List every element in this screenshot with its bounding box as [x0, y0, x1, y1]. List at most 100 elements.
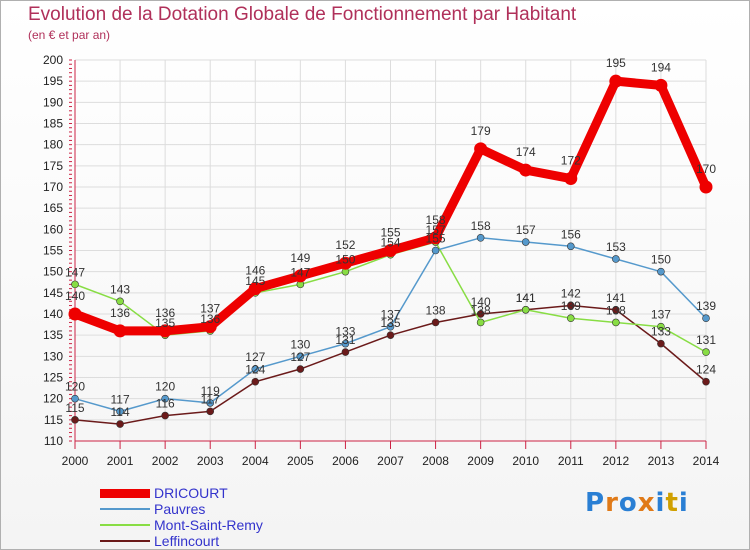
y-tick-label: 150 [43, 265, 63, 279]
data-label-dricourt: 158 [426, 213, 446, 227]
data-point-pauvres [341, 339, 350, 348]
legend-swatch [100, 540, 150, 542]
data-label-leffincourt: 131 [335, 333, 355, 347]
x-tick-label: 2000 [62, 454, 89, 468]
x-tick-label: 2006 [332, 454, 359, 468]
data-point-pauvres [702, 314, 710, 323]
x-tick-label: 2014 [693, 454, 720, 468]
logo-letter: t [665, 488, 679, 518]
data-point-mont-saint-remy [566, 314, 575, 323]
data-label-mont-saint-remy: 143 [110, 282, 130, 296]
data-label-mont-saint-remy: 147 [65, 265, 85, 279]
data-label-dricourt: 172 [561, 154, 581, 168]
logo-letter: x [637, 488, 656, 518]
data-point-leffincourt [431, 318, 440, 327]
data-point-leffincourt [296, 365, 305, 373]
data-point-leffincourt [251, 377, 260, 386]
x-tick-label: 2010 [512, 454, 539, 468]
x-tick-label: 2009 [467, 454, 494, 468]
data-label-mont-saint-remy: 135 [155, 316, 175, 330]
data-label-mont-saint-remy: 150 [335, 253, 355, 267]
data-label-pauvres: 130 [290, 337, 310, 351]
legend-swatch [100, 508, 150, 510]
y-tick-label: 170 [43, 180, 63, 194]
data-label-leffincourt: 116 [156, 397, 175, 411]
data-label-dricourt: 137 [200, 302, 220, 316]
data-point-leffincourt [657, 339, 665, 348]
data-point-pauvres [657, 267, 665, 276]
data-point-dricourt [68, 307, 82, 321]
series-lines [68, 74, 713, 428]
data-label-pauvres: 158 [471, 219, 491, 233]
data-point-dricourt [203, 320, 217, 334]
data-label-leffincourt: 142 [561, 287, 581, 301]
legend-label: DRICOURT [154, 485, 228, 501]
data-label-mont-saint-remy: 131 [696, 333, 716, 347]
legend-swatch [100, 488, 150, 498]
data-label-pauvres: 150 [651, 253, 671, 267]
data-label-dricourt: 155 [380, 226, 400, 240]
data-label-leffincourt: 127 [290, 350, 310, 364]
data-point-pauvres [431, 246, 440, 255]
x-tick-label: 2011 [558, 454, 584, 468]
data-label-pauvres: 133 [335, 325, 355, 339]
data-point-mont-saint-remy [657, 322, 665, 331]
logo-letter: P [585, 488, 606, 518]
logo-letter: o [618, 488, 638, 518]
data-label-dricourt: 195 [606, 56, 626, 70]
y-tick-label: 190 [43, 95, 63, 109]
data-point-pauvres [612, 255, 620, 263]
data-point-pauvres [161, 394, 169, 403]
data-label-dricourt: 136 [110, 306, 130, 320]
x-tick-label: 2013 [648, 454, 675, 468]
data-label-mont-saint-remy: 154 [380, 236, 400, 250]
data-label-leffincourt: 140 [471, 295, 491, 309]
data-label-dricourt: 174 [516, 145, 536, 159]
data-label-mont-saint-remy: 157 [426, 223, 446, 237]
y-tick-label: 120 [43, 392, 63, 406]
y-tick-label: 180 [43, 138, 63, 152]
data-label-dricourt: 140 [65, 289, 85, 303]
data-label-mont-saint-remy: 137 [651, 308, 671, 322]
data-point-pauvres [476, 234, 485, 242]
y-tick-label: 155 [43, 244, 63, 258]
proxiti-logo: Proxiti [585, 488, 689, 518]
data-point-leffincourt [71, 416, 79, 424]
y-tick-label: 110 [44, 434, 63, 448]
data-point-mont-saint-remy [702, 348, 710, 356]
data-label-dricourt: 149 [290, 251, 310, 265]
data-point-dricourt [564, 172, 578, 186]
data-label-leffincourt: 135 [380, 316, 400, 330]
x-tick-label: 2001 [107, 454, 134, 468]
data-label-pauvres: 153 [606, 240, 626, 254]
y-tick-label: 125 [43, 371, 63, 385]
data-label-pauvres: 120 [155, 380, 175, 394]
data-point-dricourt [113, 324, 127, 338]
data-point-dricourt [158, 324, 172, 338]
legend-label: Pauvres [154, 501, 206, 517]
data-label-leffincourt: 133 [651, 325, 671, 339]
data-point-leffincourt [702, 377, 710, 386]
data-point-dricourt [338, 256, 352, 270]
data-label-pauvres: 117 [111, 392, 130, 406]
y-tick-label: 160 [43, 222, 63, 236]
data-point-leffincourt [206, 407, 215, 416]
data-label-pauvres: 119 [201, 384, 220, 398]
data-point-leffincourt [476, 310, 485, 318]
data-label-leffincourt: 124 [245, 363, 265, 377]
data-label-mont-saint-remy: 138 [471, 303, 491, 317]
y-tick-label: 140 [43, 307, 63, 321]
data-label-mont-saint-remy: 145 [245, 274, 265, 288]
data-label-pauvres: 137 [380, 308, 400, 322]
data-point-pauvres [116, 407, 124, 416]
data-label-dricourt: 170 [696, 162, 716, 176]
legend-swatch [100, 524, 150, 526]
data-point-leffincourt [386, 331, 395, 339]
x-tick-label: 2007 [377, 454, 404, 468]
logo-letter: i [655, 488, 666, 518]
data-point-dricourt [384, 244, 397, 257]
chart-subtitle: (en € et par an) [28, 28, 111, 42]
data-label-pauvres: 155 [426, 232, 446, 246]
data-label-pauvres: 156 [561, 227, 581, 241]
